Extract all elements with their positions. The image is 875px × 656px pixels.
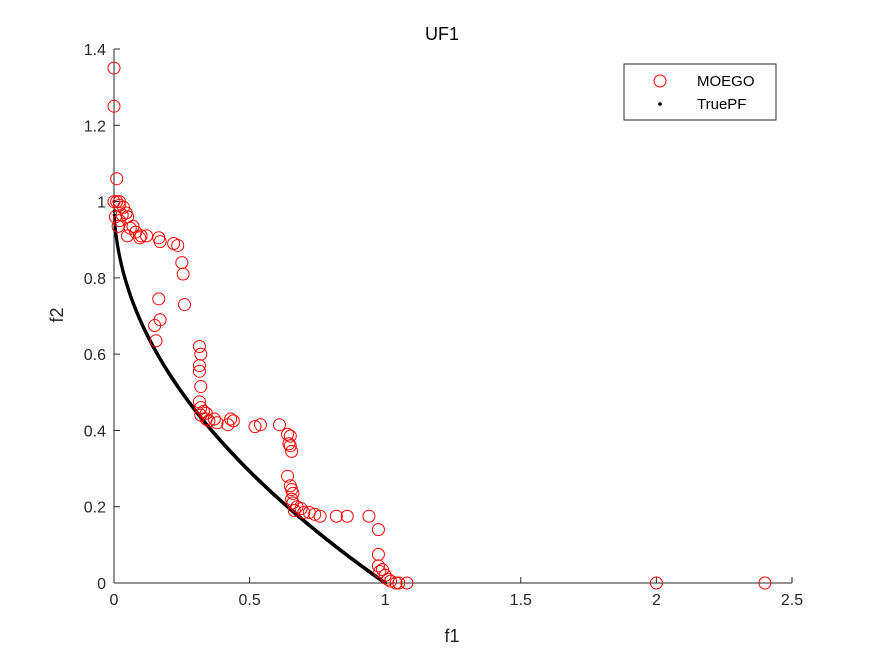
x-tick-label: 2 [652,592,661,609]
moego-point [148,319,162,333]
moego-point [192,395,206,409]
y-tick-label: 0.4 [84,423,106,440]
moego-point [287,504,301,518]
y-tick-label: 0.6 [84,347,106,364]
y-tick-label: 0.2 [84,500,106,517]
moego-point [112,214,126,228]
moego-point [253,418,267,432]
moego-point [389,576,403,590]
moego-point [116,200,130,214]
moego-point [329,509,343,523]
moego-point [192,340,206,354]
moego-point [171,238,185,252]
moego-point [149,334,163,348]
moego-point [248,420,262,434]
moego-point [110,172,124,186]
y-tick-label: 0 [97,576,106,593]
moego-point [371,559,385,573]
truepf-series [112,199,387,585]
x-tick-label: 1 [381,592,390,609]
moego-point [308,507,322,521]
moego-point [362,509,376,523]
moego-point [313,509,327,523]
legend: MOEGO TruePF [623,63,777,121]
moego-point [285,444,299,458]
moego-point [371,523,385,537]
moego-point [192,364,206,378]
legend-truepf-label: TruePF [697,96,746,113]
moego-point [649,576,663,590]
y-tick-label: 1.2 [84,118,106,135]
y-axis-label: f2 [47,307,67,322]
moego-point [384,574,398,588]
moego-point [281,469,295,483]
moego-point [283,429,297,443]
moego-point [758,576,772,590]
moego-point [286,486,300,500]
moego-point [192,359,206,373]
legend-truepf-marker [658,102,662,106]
moego-point [297,505,311,519]
legend-moego-marker [653,74,667,88]
legend-moego-label: MOEGO [697,73,755,90]
moego-point [202,414,216,428]
x-tick-label: 0 [110,592,119,609]
x-axis-label: f1 [444,626,459,646]
y-tick-label: 1 [97,195,106,212]
moego-point [134,229,148,243]
moego-point [371,547,385,561]
moego-point [400,576,414,590]
moego-point [272,418,286,432]
moego-point [152,292,166,306]
moego-point [153,235,167,249]
moego-point [107,61,121,75]
x-tick-label: 2.5 [781,592,803,609]
moego-point [176,267,190,281]
x-tick-label: 0.5 [238,592,260,609]
y-tick-label: 0.8 [84,271,106,288]
moego-point [226,414,240,428]
moego-point [392,576,406,590]
legend-box [623,63,777,121]
moego-point [119,206,133,220]
chart-title: UF1 [425,24,459,44]
y-tick-label: 1.4 [84,42,106,59]
moego-point [194,380,208,394]
moego-point [282,437,296,451]
x-tick-label: 1.5 [510,592,532,609]
moego-point [340,509,354,523]
moego-point [224,412,238,426]
moego-point [207,412,221,426]
moego-point [133,231,147,245]
axes: 0 0.5 1 1.5 2 2.5 0 0.2 0.4 0.6 0.8 1 1.2 1.4 [84,42,803,609]
moego-point [294,502,308,516]
moego-point [178,298,192,312]
moego-series [107,61,772,590]
moego-point [107,99,121,113]
moego-point [283,439,297,453]
moego-point [210,416,224,430]
